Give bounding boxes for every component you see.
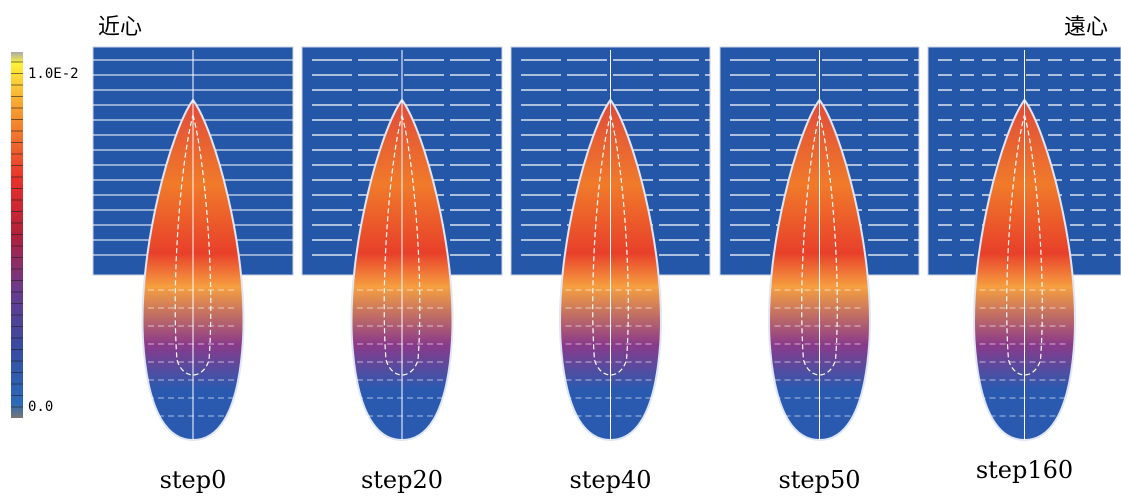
- inner-contour: [383, 112, 421, 376]
- panel-label: step40: [569, 466, 651, 494]
- panel-label: step20: [361, 466, 443, 494]
- panel-label: step160: [976, 456, 1073, 484]
- panels: step0 step20 step40 step50 step160: [92, 46, 1121, 494]
- inner-contour: [174, 112, 212, 376]
- panel-label: step50: [778, 466, 860, 494]
- panel-label: step0: [160, 466, 227, 494]
- inner-contour: [1006, 112, 1043, 376]
- colorbar-max: 1.0E-2: [28, 66, 79, 82]
- colorbar-min: 0.0: [28, 399, 53, 415]
- colorbar: [11, 52, 23, 418]
- header-right: 遠心: [1064, 15, 1108, 40]
- header-left: 近心: [98, 15, 142, 40]
- inner-contour: [592, 112, 629, 376]
- inner-contour: [801, 112, 838, 376]
